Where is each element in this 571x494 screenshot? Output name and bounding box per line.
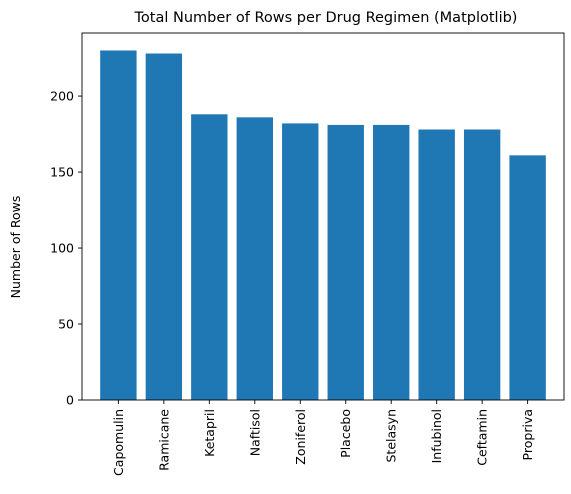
bars-group: [100, 50, 546, 401]
bar-zoniferol: [282, 123, 319, 401]
bar-ketapril: [191, 114, 228, 401]
x-tick-label: Ketapril: [202, 409, 217, 457]
bar-propriva: [509, 155, 546, 400]
y-tick-label: 0: [66, 393, 74, 408]
bar-capomulin: [100, 50, 137, 400]
x-tick-label: Ramicane: [156, 409, 171, 471]
y-axis-label: Number of Rows: [8, 196, 23, 299]
bar-ceftamin: [463, 129, 501, 400]
x-tick-label: Placebo: [338, 409, 353, 458]
bar-naftisol: [236, 117, 273, 400]
plot-frame: [81, 32, 565, 401]
x-tick-label: Stelasyn: [384, 409, 399, 463]
y-tick-label: 50: [58, 317, 74, 332]
bar-placebo: [327, 124, 364, 400]
axes-spines: [81, 32, 565, 401]
x-tick-label: Ceftamin: [475, 409, 490, 466]
x-tick-label: Infubinol: [429, 409, 444, 463]
x-tick-label: Naftisol: [247, 409, 262, 456]
chart-title: Total Number of Rows per Drug Regimen (M…: [134, 10, 518, 26]
y-tick-label: 150: [50, 165, 74, 180]
bar-stelasyn: [373, 124, 410, 400]
y-tick-label: 200: [50, 89, 74, 104]
x-axis: Capomulin Ramicane Ketapril Naftisol Zonifer…: [111, 400, 535, 476]
y-tick-label: 100: [50, 241, 74, 256]
y-axis: 0 50 100 150 200: [50, 89, 82, 408]
x-tick-label: Zoniferol: [293, 409, 308, 465]
bar-ramicane: [145, 53, 183, 401]
bar-infubinol: [418, 129, 455, 400]
x-tick-label: Propriva: [520, 409, 535, 460]
x-tick-label: Capomulin: [111, 409, 126, 476]
